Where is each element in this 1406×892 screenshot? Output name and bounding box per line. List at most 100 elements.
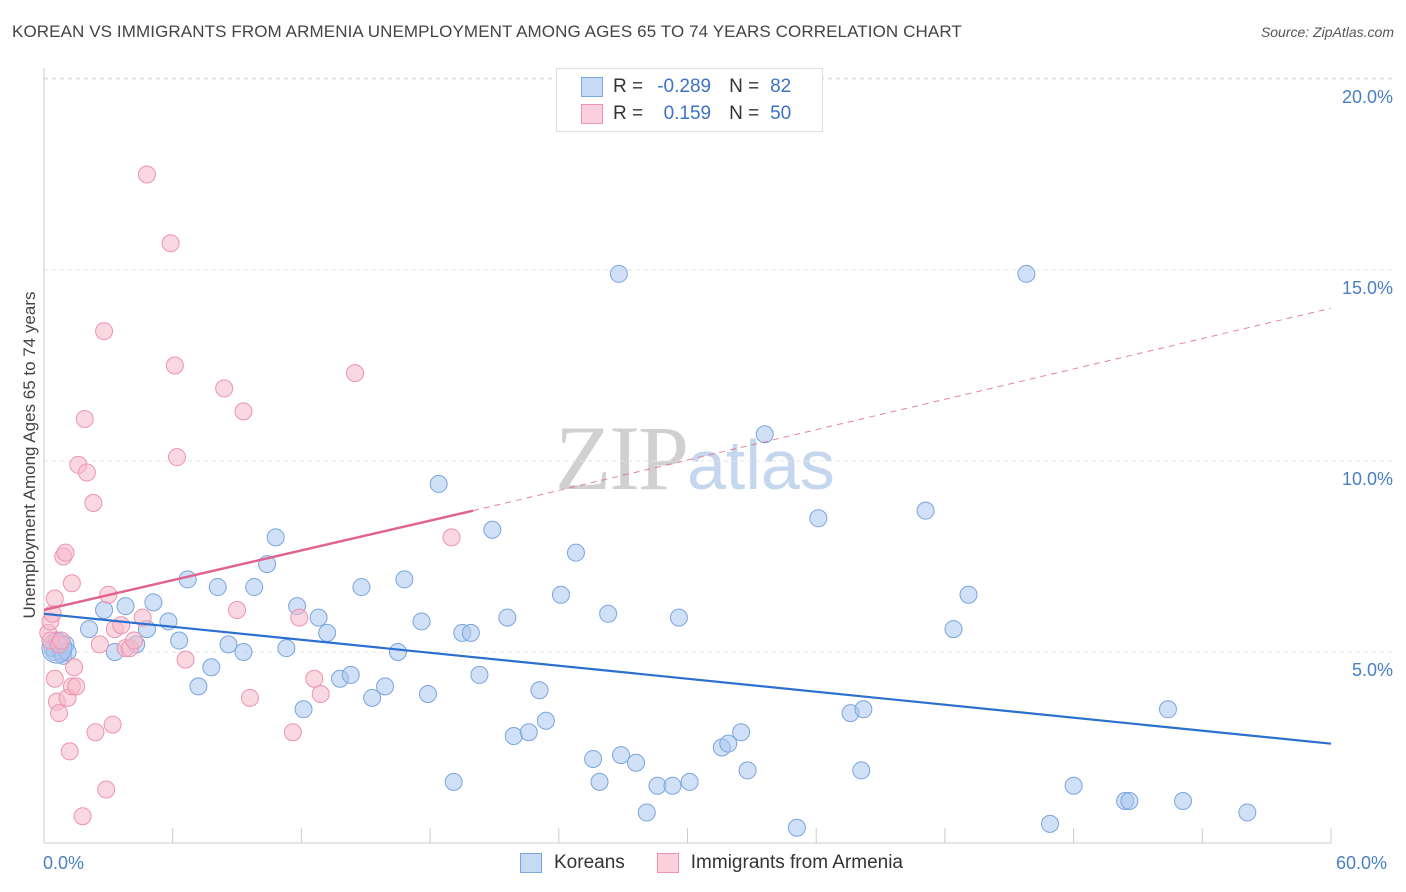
- korean-point: [277, 639, 296, 658]
- korean-point: [178, 570, 197, 589]
- armenia-point: [112, 616, 131, 635]
- watermark-zip: ZIP: [555, 407, 689, 509]
- korean-point: [637, 803, 656, 822]
- armenia-point: [346, 364, 365, 383]
- correlation-legend: R = -0.289 N = 82 R = 0.159 N = 50: [556, 68, 823, 132]
- korean-point: [245, 578, 264, 597]
- korean-point: [294, 700, 313, 719]
- korean-point: [1064, 776, 1083, 795]
- legend-n-label: N =: [729, 103, 760, 124]
- korean-point: [352, 578, 371, 597]
- armenia-point: [84, 494, 103, 513]
- armenia-point: [228, 600, 247, 619]
- korean-point: [144, 593, 163, 612]
- y-tick-label-20: 20.0%: [1341, 87, 1393, 107]
- armenia-point: [305, 669, 324, 688]
- armenia-point: [240, 688, 259, 707]
- korean-point: [599, 604, 618, 623]
- korean-point: [341, 665, 360, 684]
- armenia-point: [73, 807, 92, 826]
- legend-r-value: 0.159: [663, 103, 712, 124]
- armenia-point: [65, 658, 84, 677]
- series-swatch-armenia: [656, 853, 679, 873]
- x-tick-label-min: 0.0%: [43, 853, 85, 873]
- armenia-point: [90, 635, 109, 654]
- korean-point: [669, 608, 688, 627]
- source-label: Source: ZipAtlas.com: [1260, 24, 1394, 40]
- korean-point: [916, 501, 935, 520]
- armenia-point: [103, 715, 122, 734]
- y-tick-label-15: 15.0%: [1341, 278, 1393, 298]
- watermark: ZIPatlas: [555, 405, 835, 511]
- armenia-point: [176, 650, 195, 669]
- korean-point: [755, 425, 774, 444]
- korean-point: [376, 677, 395, 696]
- armenia-point: [50, 704, 69, 723]
- y-axis-title: Unemployment Among Ages 65 to 74 years: [20, 291, 39, 619]
- korean-point: [418, 685, 437, 704]
- armenia-point: [137, 165, 156, 184]
- korean-point: [483, 520, 502, 539]
- korean-point: [536, 711, 555, 730]
- armenia-point: [165, 356, 184, 375]
- armenia-point: [86, 723, 105, 742]
- legend-n-value: 50: [770, 103, 792, 124]
- armenia-point: [56, 543, 75, 562]
- armenia-point: [77, 463, 96, 482]
- korean-point: [504, 727, 523, 746]
- legend-row-koreans: R = -0.289 N = 82: [581, 75, 791, 99]
- korean-point: [444, 772, 463, 791]
- series-label-armenia: Immigrants from Armenia: [690, 852, 904, 873]
- korean-point: [944, 620, 963, 639]
- armenia-point: [442, 528, 461, 547]
- trend-lines: [43, 307, 1332, 745]
- korean-point: [590, 772, 609, 791]
- armenia-points: [39, 165, 461, 826]
- korean-point: [309, 608, 328, 627]
- korean-point: [609, 264, 628, 283]
- x-tick-label-max: 60.0%: [1336, 853, 1388, 873]
- korean-point: [551, 585, 570, 604]
- chart-title: KOREAN VS IMMIGRANTS FROM ARMENIA UNEMPL…: [12, 22, 962, 41]
- legend-r-value: -0.289: [657, 76, 712, 97]
- korean-point: [959, 585, 978, 604]
- korean-point: [388, 643, 407, 661]
- korean-point: [519, 723, 538, 742]
- korean-point: [1041, 814, 1060, 833]
- armenia-point: [133, 608, 152, 627]
- armenia-point: [215, 379, 234, 398]
- korean-point: [80, 620, 99, 639]
- legend-r-label: R =: [613, 103, 644, 124]
- korean-point: [234, 643, 253, 661]
- armenia-point: [95, 322, 114, 341]
- korean-point: [738, 761, 757, 780]
- legend-n-label: N =: [729, 76, 760, 97]
- korean-point: [95, 600, 114, 619]
- armenia-point: [60, 742, 79, 761]
- series-legend-armenia: Immigrants from Armenia: [656, 852, 904, 874]
- series-label-koreans: Koreans: [554, 852, 625, 873]
- korean-point: [202, 658, 221, 677]
- legend-swatch-armenia: [581, 104, 603, 124]
- y-tick-label-5: 5.0%: [1351, 660, 1393, 680]
- y-tick-label-10: 10.0%: [1341, 469, 1393, 489]
- armenia-point: [290, 608, 309, 627]
- korean-point: [1120, 791, 1139, 810]
- armenia-trend-extension: [472, 307, 1332, 512]
- korean-trend-line: [43, 612, 1332, 745]
- armenia-point: [234, 402, 253, 421]
- legend-swatch-koreans: [581, 77, 603, 97]
- korean-point: [612, 746, 631, 765]
- armenia-point: [311, 685, 330, 704]
- korean-point: [854, 700, 873, 719]
- armenia-point: [125, 631, 144, 650]
- axes: [43, 68, 1332, 844]
- korean-point: [1173, 791, 1192, 810]
- armenia-point: [45, 669, 64, 688]
- korean-point: [566, 543, 585, 562]
- korean-point: [680, 772, 699, 791]
- grid-lines: [44, 77, 1392, 653]
- korean-point: [219, 635, 238, 654]
- korean-point: [719, 734, 738, 753]
